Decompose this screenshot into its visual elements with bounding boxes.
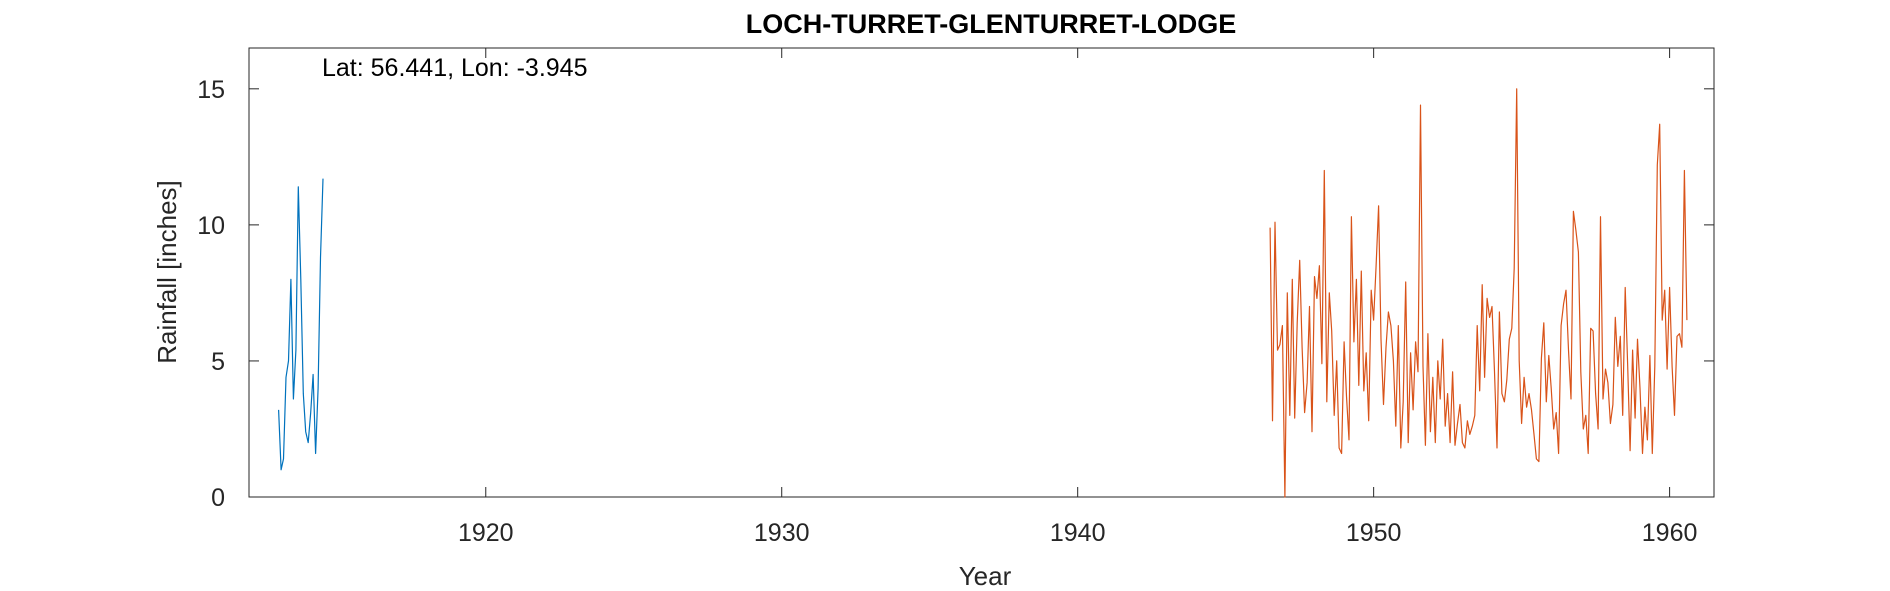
plot-area [248, 47, 1715, 498]
y-tick-label: 15 [197, 76, 225, 104]
y-tick-label: 0 [211, 484, 225, 512]
y-tick-label: 5 [211, 348, 225, 376]
axis-tick-labels: 1920 1930 1940 1950 1960 0 5 10 15 [197, 76, 1697, 547]
rainfall-series-1-line [278, 178, 324, 471]
x-tick-label: 1950 [1346, 519, 1402, 547]
x-tick-label: 1940 [1050, 519, 1106, 547]
x-tick-label: 1930 [754, 519, 810, 547]
x-axis-label: Year [959, 561, 1012, 591]
rainfall-series-2-line [1269, 88, 1688, 498]
x-tick-label: 1960 [1642, 519, 1698, 547]
location-annotation: Lat: 56.441, Lon: -3.945 [322, 54, 588, 82]
data-lines [278, 88, 1688, 498]
chart-title: LOCH-TURRET-GLENTURRET-LODGE [746, 9, 1236, 39]
y-tick-label: 10 [197, 212, 225, 240]
axis-ticks [249, 48, 1714, 498]
x-tick-label: 1920 [458, 519, 514, 547]
y-axis-label: Rainfall [inches] [152, 180, 182, 364]
